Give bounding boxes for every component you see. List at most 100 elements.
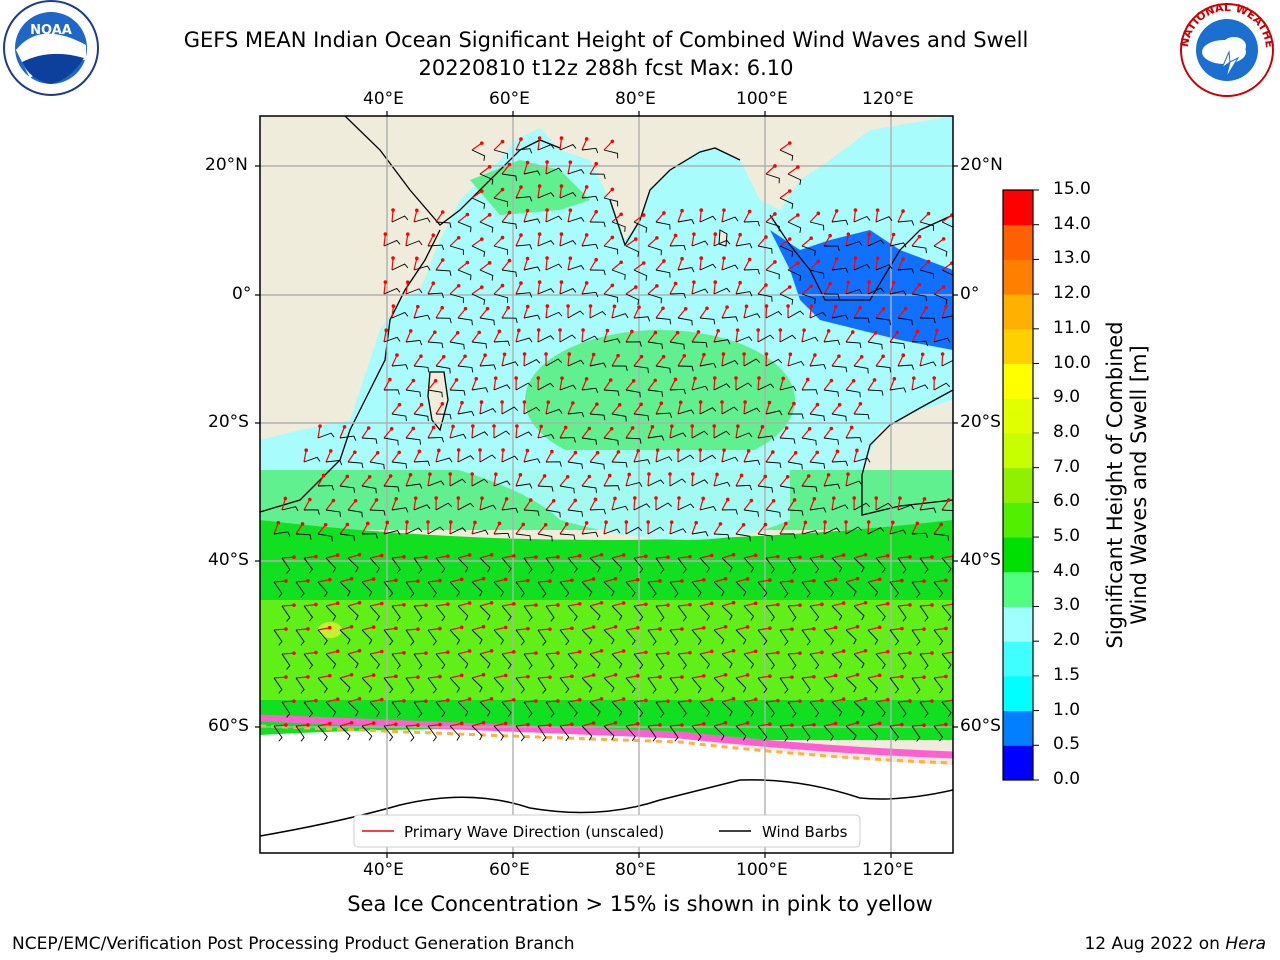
- wave-arrow-head: [522, 400, 527, 404]
- wave-direction-arrow: [867, 626, 880, 631]
- wave-direction-arrow: [669, 628, 683, 631]
- wave-arrow-head: [539, 424, 543, 429]
- wind-barb: [383, 287, 401, 295]
- wave-direction-arrow: [743, 698, 756, 703]
- wave-arrow-head: [863, 552, 868, 557]
- wind-barb: [545, 509, 561, 518]
- wave-arrow-head: [639, 402, 643, 407]
- wave-arrow-head: [771, 498, 776, 503]
- wave-direction-arrow: [845, 578, 858, 583]
- wind-barb: [713, 677, 725, 693]
- wave-arrow-head: [877, 625, 882, 630]
- wind-barb: [537, 677, 547, 694]
- wave-arrow-head: [314, 650, 318, 655]
- wave-direction-arrow: [633, 699, 646, 703]
- wave-direction-arrow: [427, 234, 434, 247]
- wind-barb: [581, 725, 593, 741]
- wave-arrow-head: [790, 723, 794, 727]
- wave-direction-arrow: [523, 306, 529, 319]
- wind-barb: [809, 701, 820, 718]
- wind-barb: [501, 653, 512, 670]
- wind-barb: [361, 581, 373, 597]
- wind-barb: [501, 361, 519, 367]
- wave-arrow-head: [662, 259, 666, 263]
- wind-barb: [633, 269, 648, 281]
- wind-barb: [911, 293, 927, 302]
- wave-arrow-head: [773, 260, 777, 264]
- wave-direction-arrow: [405, 428, 414, 439]
- wind-barb: [779, 437, 796, 444]
- wind-barb: [347, 605, 359, 621]
- wave-arrow-head: [802, 328, 806, 332]
- wave-direction-arrow: [911, 676, 925, 679]
- wave-arrow-head: [798, 651, 802, 655]
- wave-arrow-head: [930, 699, 934, 703]
- wave-direction-arrow: [523, 700, 537, 703]
- wave-arrow-head: [573, 498, 578, 503]
- wind-barb: [779, 581, 789, 598]
- wave-arrow-head: [877, 673, 882, 678]
- wind-barb: [567, 168, 585, 175]
- wind-barb: [581, 335, 599, 343]
- wave-direction-arrow: [405, 380, 414, 391]
- wave-arrow-head: [526, 674, 530, 679]
- wind-barb: [369, 701, 380, 717]
- wave-direction-arrow: [457, 554, 470, 559]
- wave-arrow-head: [556, 603, 560, 607]
- wave-arrow-head: [632, 496, 637, 500]
- wind-barb: [691, 479, 709, 487]
- wave-arrow-head: [908, 603, 912, 607]
- wave-arrow-head: [773, 164, 777, 168]
- wave-arrow-head: [548, 627, 552, 631]
- wind-barb: [831, 219, 849, 226]
- wave-direction-arrow: [449, 722, 462, 727]
- wave-direction-arrow: [647, 285, 658, 295]
- wave-arrow-head: [767, 400, 772, 405]
- wind-barb: [691, 581, 702, 598]
- wave-direction-arrow: [413, 498, 417, 511]
- wind-barb: [405, 339, 423, 346]
- wave-arrow-head: [806, 474, 811, 478]
- wind-barb: [479, 701, 491, 717]
- wind-barb: [537, 533, 553, 542]
- wave-arrow-head: [570, 578, 574, 583]
- wave-arrow-head: [489, 649, 494, 653]
- wave-arrow-head: [415, 256, 419, 261]
- wind-barb: [669, 725, 679, 742]
- wave-arrow-head: [467, 553, 472, 557]
- wind-barb: [545, 167, 563, 175]
- wave-arrow-head: [946, 498, 951, 502]
- wave-arrow-head: [328, 449, 333, 453]
- wind-barb: [383, 530, 401, 536]
- wave-arrow-head: [284, 627, 288, 631]
- wave-arrow-head: [474, 376, 479, 381]
- wave-arrow-head: [416, 675, 420, 679]
- wave-arrow-head: [473, 520, 477, 525]
- wave-arrow-head: [669, 520, 674, 524]
- wave-direction-arrow: [501, 498, 508, 511]
- wave-direction-arrow: [897, 498, 901, 511]
- wave-direction-arrow: [545, 556, 559, 559]
- wind-barb: [933, 629, 944, 646]
- wave-direction-arrow: [515, 724, 528, 727]
- wave-direction-arrow: [875, 258, 879, 271]
- wind-barb: [633, 365, 649, 374]
- wind-barb: [611, 413, 627, 422]
- wave-direction-arrow: [405, 474, 412, 487]
- wave-direction-arrow: [317, 475, 325, 487]
- wave-arrow-head: [696, 330, 701, 334]
- wave-direction-arrow: [691, 522, 697, 535]
- wave-arrow-head: [335, 601, 340, 606]
- wind-barb: [823, 483, 841, 489]
- wave-arrow-head: [915, 329, 920, 334]
- wave-arrow-head: [619, 260, 623, 265]
- wave-arrow-head: [470, 472, 475, 476]
- wind-barb: [537, 725, 547, 742]
- wave-arrow-head: [846, 232, 851, 237]
- wave-direction-arrow: [625, 238, 637, 247]
- wave-direction-arrow: [669, 283, 677, 295]
- wave-direction-arrow: [449, 578, 462, 583]
- wind-barb: [471, 197, 486, 209]
- southeast-asia-coast: [769, 214, 953, 301]
